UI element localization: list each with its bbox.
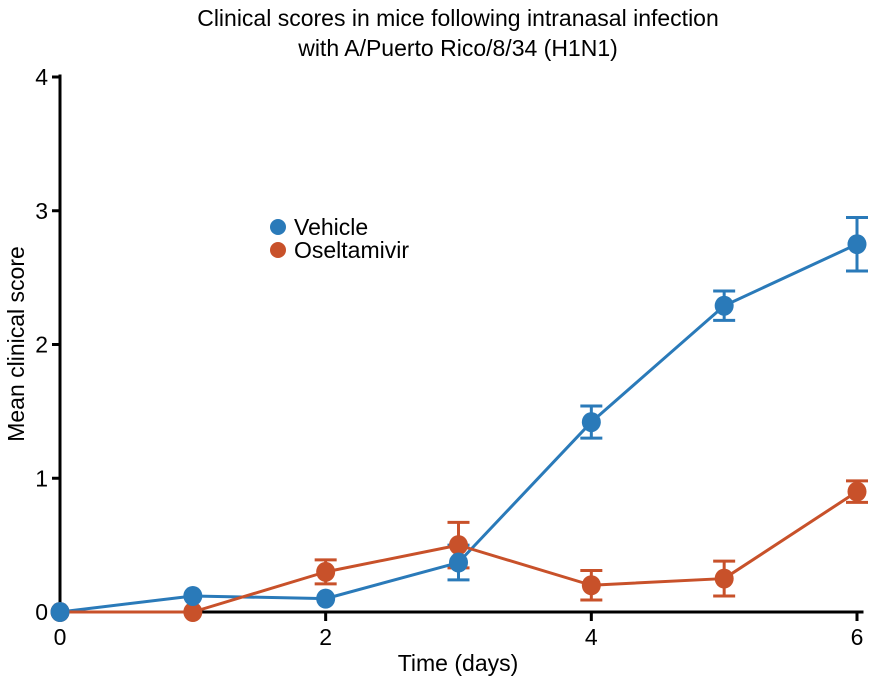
vehicle-marker-day-5 [714, 295, 734, 316]
x-tick-label: 2 [319, 624, 332, 650]
chart-title-line2: with A/Puerto Rico/8/34 (H1N1) [298, 35, 618, 61]
legend-label-oseltamivir: Oseltamivir [294, 237, 409, 263]
data-series [50, 215, 868, 622]
y-tick-label: 2 [35, 332, 48, 358]
y-axis-label: Mean clinical score [3, 246, 29, 442]
legend-marker-oseltamivir [270, 242, 286, 258]
y-tick-label: 1 [35, 465, 48, 491]
oseltamivir-marker-day-2 [316, 561, 336, 582]
vehicle-marker-day-1 [183, 585, 203, 606]
y-tick-label: 4 [35, 64, 48, 90]
vehicle-marker-day-4 [581, 412, 601, 433]
oseltamivir-marker-day-3 [449, 535, 468, 556]
y-tick-label: 3 [35, 198, 48, 224]
oseltamivir-marker-day-6 [847, 481, 867, 502]
x-tick-label: 4 [585, 624, 598, 650]
vehicle-marker-day-2 [316, 588, 336, 609]
legend-marker-vehicle [270, 219, 286, 235]
oseltamivir-marker-day-4 [581, 575, 601, 596]
legend-label-vehicle: Vehicle [294, 214, 368, 240]
x-tick-label: 6 [851, 624, 864, 650]
x-tick-label: 0 [54, 624, 67, 650]
chart-title-line1: Clinical scores in mice following intran… [197, 5, 719, 31]
oseltamivir-marker-day-5 [714, 568, 734, 589]
vehicle-marker-day-3 [449, 552, 468, 573]
y-tick-label: 0 [35, 599, 48, 625]
chart-title: Clinical scores in mice following intran… [38, 3, 878, 63]
vehicle-marker-day-6 [847, 234, 867, 255]
x-axis-label: Time (days) [398, 650, 519, 676]
oseltamivir-marker-day-1 [183, 602, 203, 622]
vehicle-marker-day-0 [50, 602, 70, 622]
